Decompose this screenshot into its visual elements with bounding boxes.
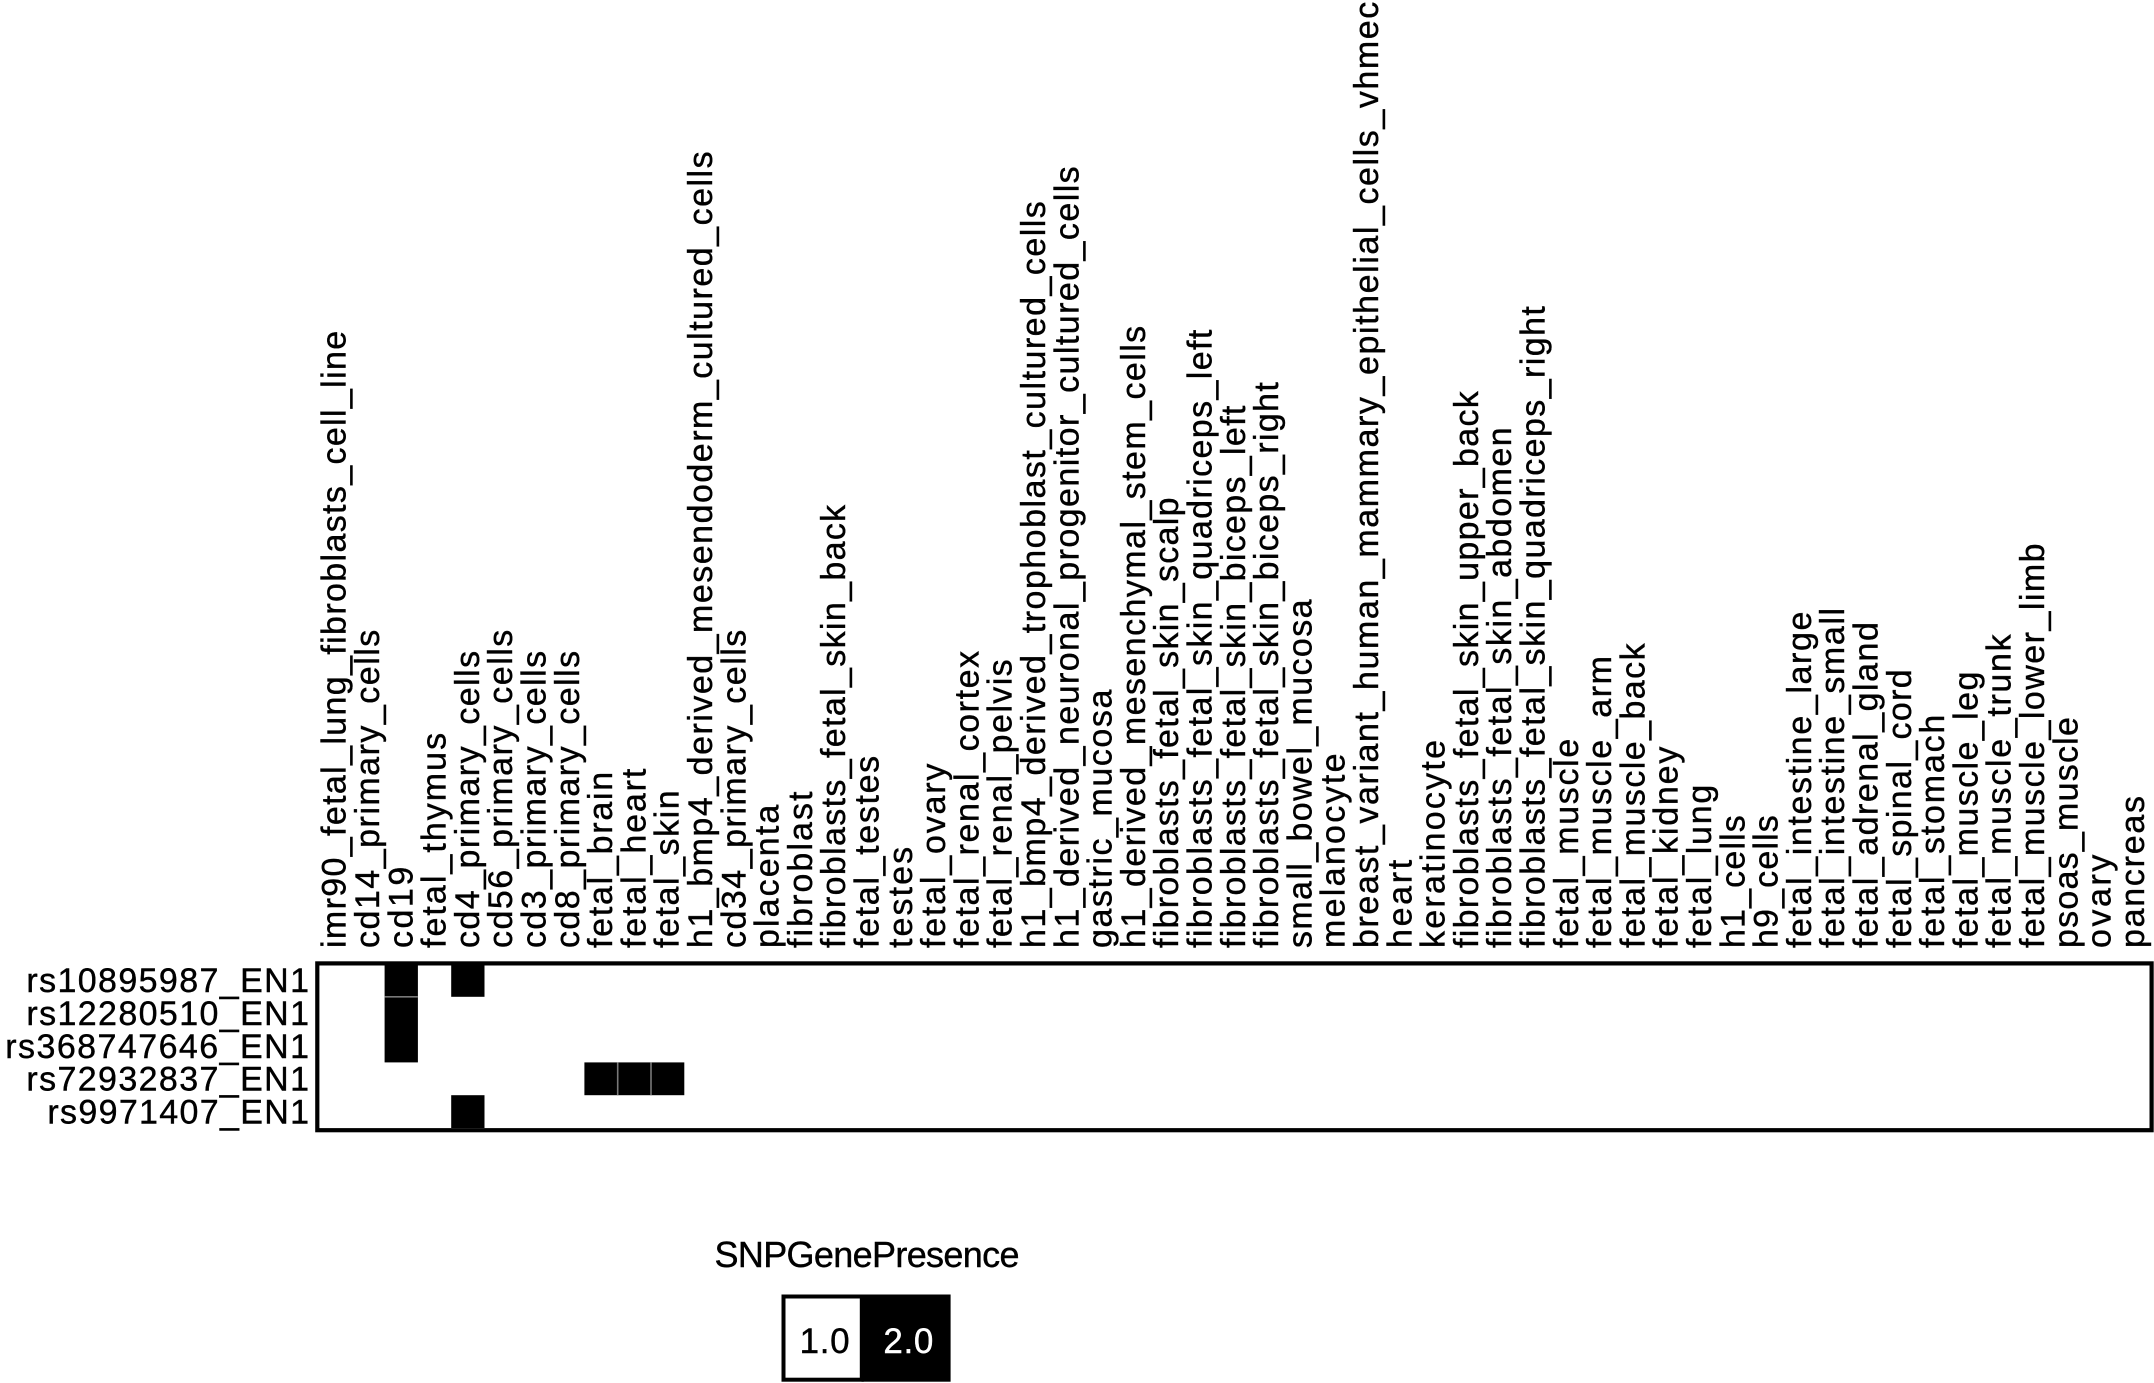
svg-text:fetal_heart: fetal_heart <box>615 768 653 948</box>
svg-text:rs72932837_EN1: rs72932837_EN1 <box>26 1061 309 1099</box>
svg-text:cd19: cd19 <box>382 867 420 948</box>
svg-text:h1_bmp4_derived_mesendoderm_cu: h1_bmp4_derived_mesendoderm_cultured_cel… <box>682 151 720 948</box>
svg-text:fetal_renal_cortex: fetal_renal_cortex <box>948 651 986 948</box>
svg-text:imr90_fetal_lung_fibroblasts_c: imr90_fetal_lung_fibroblasts_cell_line <box>316 331 354 948</box>
svg-text:fetal_ovary: fetal_ovary <box>915 764 953 948</box>
svg-text:cd4_primary_cells: cd4_primary_cells <box>449 651 487 948</box>
svg-text:pancreas: pancreas <box>2114 796 2152 948</box>
svg-text:cd8_primary_cells: cd8_primary_cells <box>549 651 587 948</box>
svg-text:fibroblasts_fetal_skin_biceps_: fibroblasts_fetal_skin_biceps_left <box>1215 405 1253 948</box>
svg-text:small_bowel_mucosa: small_bowel_mucosa <box>1281 599 1319 948</box>
svg-text:cd3_primary_cells: cd3_primary_cells <box>515 651 553 948</box>
svg-text:fetal_thymus: fetal_thymus <box>416 733 454 948</box>
svg-text:fibroblasts_fetal_skin_quadric: fibroblasts_fetal_skin_quadriceps_right <box>1514 306 1552 948</box>
svg-text:fetal_muscle: fetal_muscle <box>1548 739 1586 948</box>
svg-text:rs12280510_EN1: rs12280510_EN1 <box>26 995 309 1033</box>
svg-text:fetal_testes: fetal_testes <box>848 756 886 948</box>
svg-text:cd56_primary_cells: cd56_primary_cells <box>482 630 520 948</box>
svg-text:h1_bmp4_derived_trophoblast_cu: h1_bmp4_derived_trophoblast_cultured_cel… <box>1015 201 1053 948</box>
svg-text:fetal_stomach: fetal_stomach <box>1914 715 1952 948</box>
svg-text:fetal_brain: fetal_brain <box>582 772 620 948</box>
svg-text:fetal_intestine_large: fetal_intestine_large <box>1781 612 1819 948</box>
svg-text:fetal_intestine_small: fetal_intestine_small <box>1814 608 1852 948</box>
svg-text:fibroblasts_fetal_skin_back: fibroblasts_fetal_skin_back <box>815 504 853 948</box>
svg-text:heart: heart <box>1381 859 1419 948</box>
svg-text:fibroblasts_fetal_skin_biceps_: fibroblasts_fetal_skin_biceps_right <box>1248 382 1286 948</box>
svg-text:fetal_muscle_trunk: fetal_muscle_trunk <box>1981 633 2019 948</box>
svg-text:fibroblast: fibroblast <box>782 791 820 948</box>
svg-text:fibroblasts_fetal_skin_abdomen: fibroblasts_fetal_skin_abdomen <box>1481 427 1519 948</box>
svg-text:h1_derived_neuronal_progenitor: h1_derived_neuronal_progenitor_cultured_… <box>1048 166 1086 948</box>
svg-text:cd14_primary_cells: cd14_primary_cells <box>349 630 387 948</box>
svg-text:fibroblasts_fetal_skin_upper_b: fibroblasts_fetal_skin_upper_back <box>1448 390 1486 948</box>
svg-text:2.0: 2.0 <box>883 1322 933 1361</box>
svg-text:1.0: 1.0 <box>800 1322 850 1361</box>
svg-text:breast_variant_human_mammary_e: breast_variant_human_mammary_epithelial_… <box>1348 2 1386 948</box>
svg-text:fetal_muscle_back: fetal_muscle_back <box>1614 642 1652 948</box>
svg-text:fibroblasts_fetal_skin_quadric: fibroblasts_fetal_skin_quadriceps_left <box>1181 329 1219 948</box>
svg-text:gastric_mucosa: gastric_mucosa <box>1082 690 1120 948</box>
svg-text:h9_cells: h9_cells <box>1748 815 1786 948</box>
svg-text:h1_cells: h1_cells <box>1714 815 1752 948</box>
svg-text:ovary: ovary <box>2081 855 2119 948</box>
svg-text:rs9971407_EN1: rs9971407_EN1 <box>47 1093 309 1131</box>
svg-text:placenta: placenta <box>749 805 787 948</box>
svg-text:fetal_muscle_leg: fetal_muscle_leg <box>1947 672 1985 948</box>
svg-text:fetal_spinal_cord: fetal_spinal_cord <box>1881 669 1919 948</box>
svg-text:fibroblasts_fetal_skin_scalp: fibroblasts_fetal_skin_scalp <box>1148 498 1186 949</box>
svg-text:fetal_muscle_arm: fetal_muscle_arm <box>1581 656 1619 948</box>
svg-text:fetal_lung: fetal_lung <box>1681 785 1719 948</box>
svg-text:rs10895987_EN1: rs10895987_EN1 <box>26 962 309 1000</box>
svg-text:fetal_kidney: fetal_kidney <box>1648 747 1686 948</box>
svg-text:fetal_renal_pelvis: fetal_renal_pelvis <box>982 659 1020 948</box>
svg-text:psoas_muscle: psoas_muscle <box>2047 717 2085 948</box>
svg-text:SNPGenePresence: SNPGenePresence <box>715 1234 1020 1275</box>
svg-text:keratinocyte: keratinocyte <box>1415 740 1453 948</box>
svg-text:fetal_skin: fetal_skin <box>649 790 687 948</box>
svg-text:fetal_muscle_lower_limb: fetal_muscle_lower_limb <box>2014 543 2052 948</box>
svg-text:cd34_primary_cells: cd34_primary_cells <box>715 630 753 948</box>
svg-text:fetal_adrenal_gland: fetal_adrenal_gland <box>1847 622 1885 948</box>
